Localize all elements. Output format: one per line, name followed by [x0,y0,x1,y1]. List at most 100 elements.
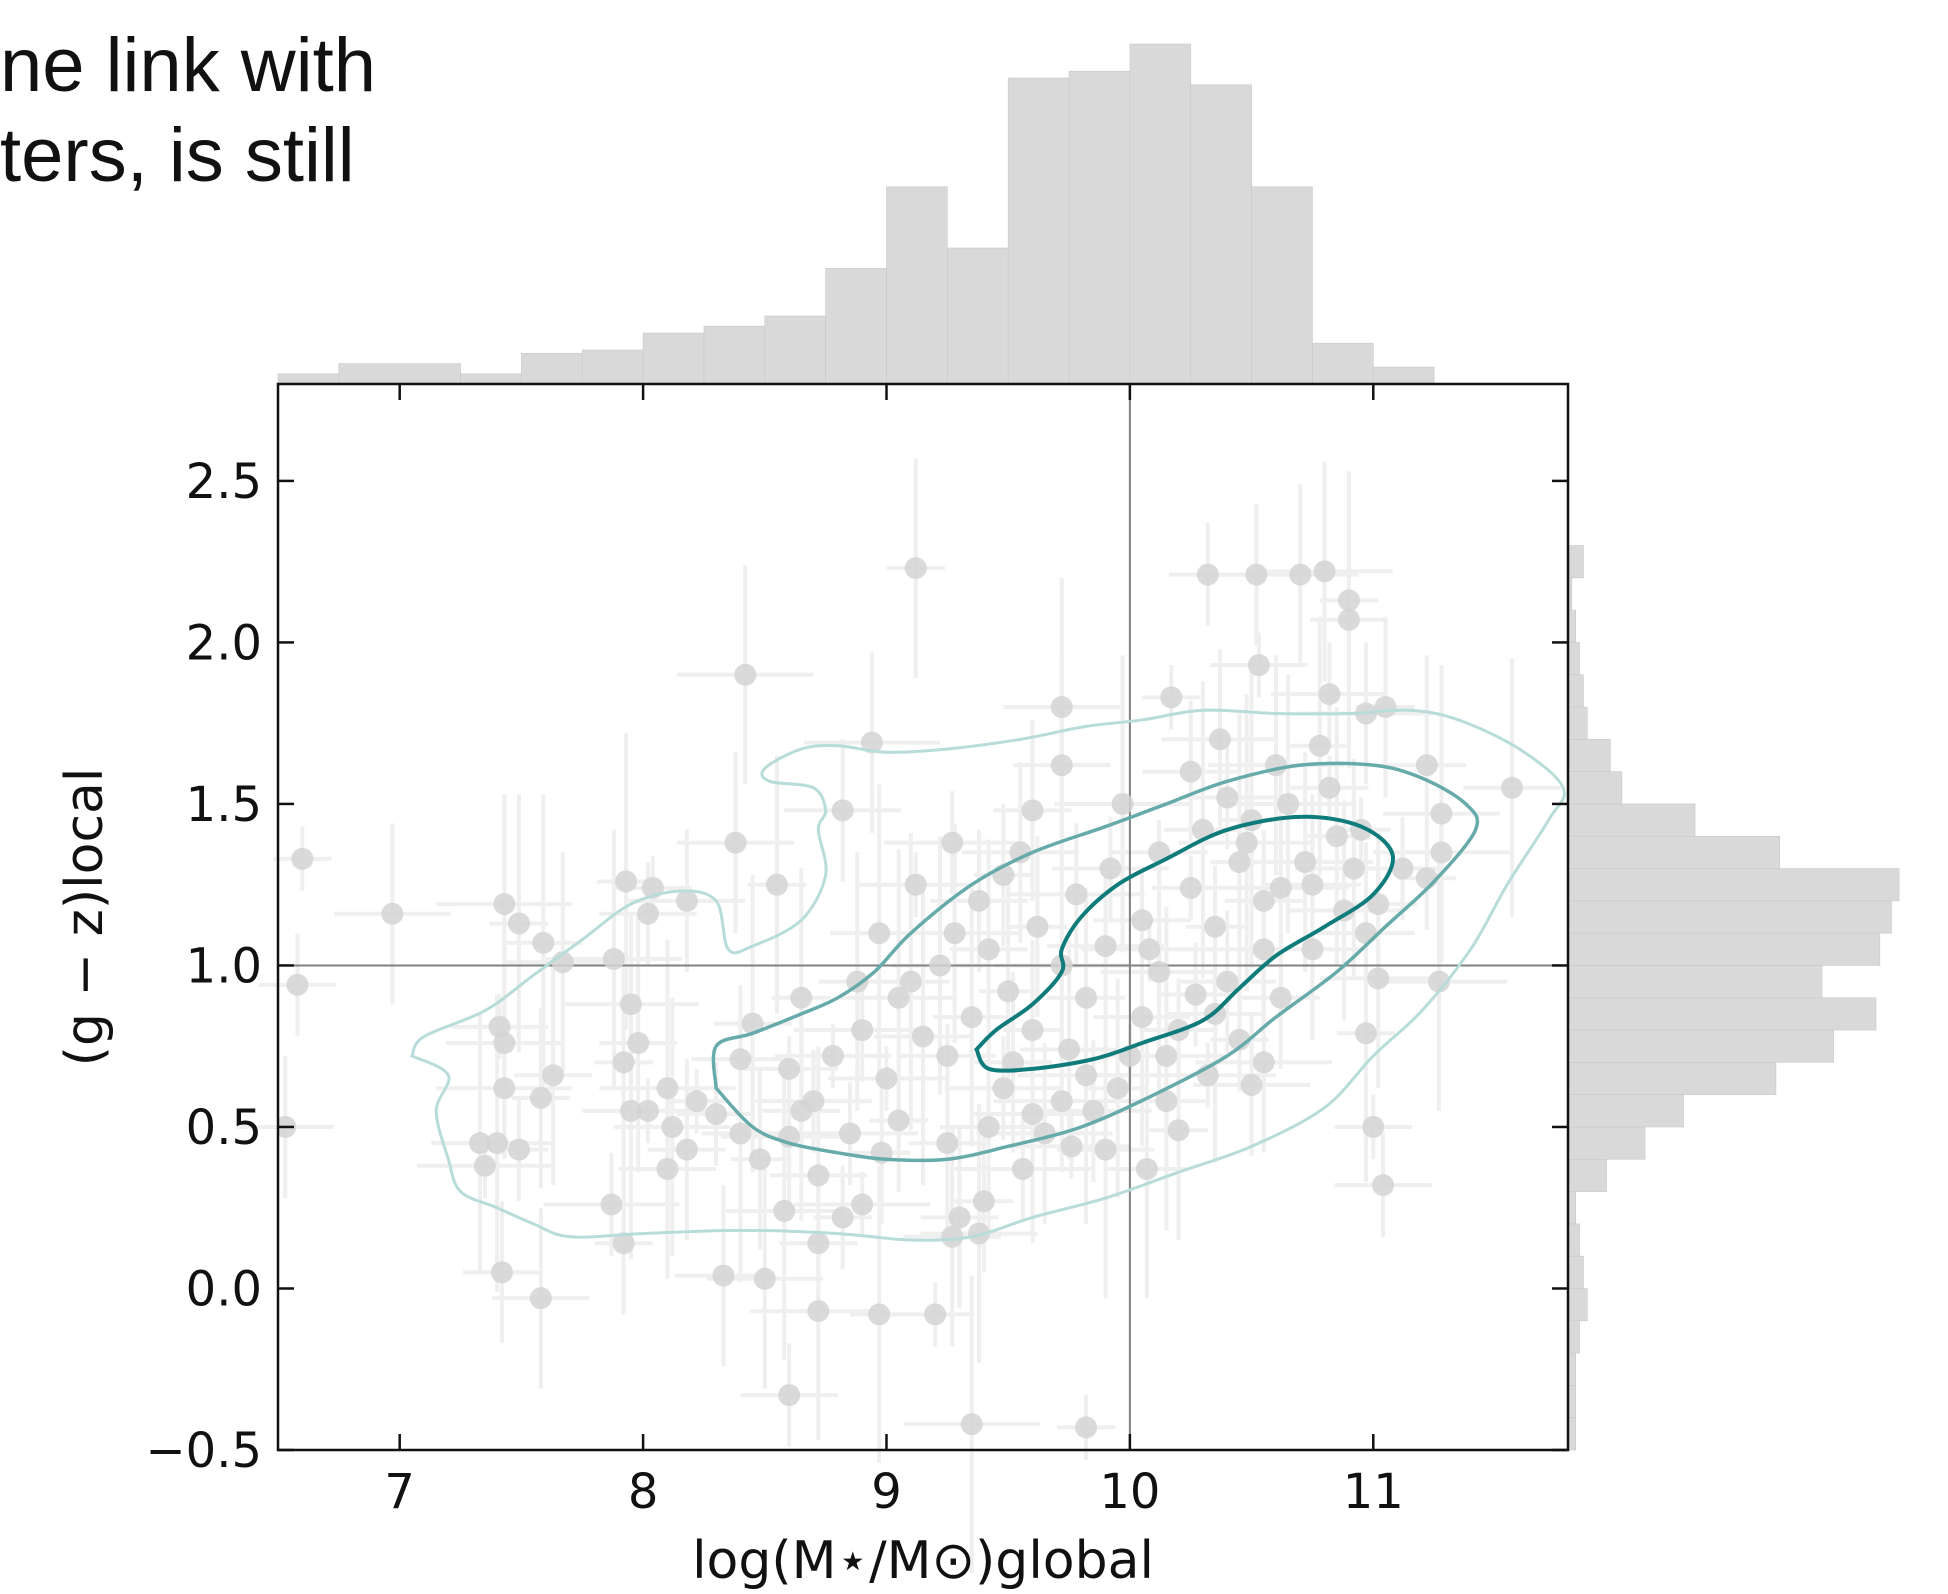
data-point [807,1164,830,1187]
x-tick-label: 8 [628,1464,659,1520]
data-point [1011,1157,1034,1180]
data-point [1075,1064,1098,1087]
data-point [997,980,1020,1003]
y-hist-bar [1567,706,1588,740]
data-point [473,1154,496,1177]
data-point [929,954,952,977]
data-point [1155,1090,1178,1113]
data-point [1148,960,1171,983]
data-point [1354,1022,1377,1045]
data-point [507,1138,530,1161]
data-point [507,912,530,935]
data-point [1252,889,1275,912]
data-point [765,873,788,896]
data-point [851,1193,874,1216]
data-point [887,1109,910,1132]
y-hist-bar [1567,739,1611,772]
x-hist-bar [521,353,583,385]
data-point [773,1199,796,1222]
data-point [1325,825,1348,848]
data-point [542,1064,565,1087]
data-point [529,1287,552,1310]
data-point [602,947,625,970]
y-tick-label: 1.5 [186,777,262,833]
data-point [729,1122,752,1145]
data-point [712,1264,735,1287]
data-point [286,973,309,996]
data-point [619,1099,642,1122]
y-tick-label: 0.0 [186,1261,262,1317]
data-point [1131,1006,1154,1029]
data-point [729,1048,752,1071]
data-point [636,902,659,925]
x-hist-bar [764,315,826,385]
data-point [1167,1119,1190,1142]
data-point [1002,1051,1025,1074]
y-hist-bar [1567,1158,1607,1192]
data-point [899,970,922,993]
data-point [529,1086,552,1109]
data-point [1240,1073,1263,1096]
data-point [486,1132,509,1155]
data-point [1430,802,1453,825]
x-tick-label: 7 [384,1464,415,1520]
data-point [1050,696,1073,719]
data-point [705,1103,728,1126]
contour-inner [974,814,1395,1073]
x-hist-bar [338,363,461,385]
x-hist-bar [1007,77,1070,385]
data-point [904,557,927,580]
data-point [807,1300,830,1323]
x-hist-bar [460,373,522,385]
x-hist-bar [277,373,340,385]
y-tick-label: 2.0 [186,615,262,671]
y-hist-bar [1567,1126,1646,1160]
error-bars [236,458,1561,1573]
x-hist-bar [703,325,766,385]
data-point [1082,1099,1105,1122]
data-point [1269,876,1292,899]
data-point [1301,873,1324,896]
data-point [1367,967,1390,990]
y-histogram [1567,545,1900,1451]
y-hist-bar [1567,1288,1588,1322]
data-point [960,1413,983,1436]
y-hist-bar [1567,932,1881,966]
data-point [1208,728,1231,751]
data-point [1106,1077,1129,1100]
data-point [851,1019,874,1042]
y-hist-bar [1567,1029,1834,1063]
data-point [1252,938,1275,961]
data-point [748,1148,771,1171]
page-text-line-2: ters, is still [0,113,355,198]
data-point [1021,799,1044,822]
data-point [1428,970,1450,993]
data-point [612,1232,635,1255]
data-point [381,902,404,925]
data-point [615,870,638,893]
data-point [1264,754,1287,777]
data-point [790,986,813,1009]
data-point [1289,563,1312,586]
y-tick-label: −0.5 [145,1423,262,1479]
x-hist-bar [886,186,948,385]
data-point [1009,841,1032,864]
data-point [868,922,891,945]
data-point [741,1012,764,1035]
page-text-line-1: ne link with [0,23,376,108]
data-point [1247,654,1270,677]
data-point [943,922,966,945]
x-histogram [277,43,1435,385]
data-point [1308,734,1331,757]
data-point [1111,792,1134,815]
data-point [1337,589,1360,612]
data-point [656,1157,679,1180]
data-point [636,1099,659,1122]
data-point [1131,909,1154,932]
axis-ticks: 7 8 9 10 11 −0.5 0.0 0.5 1.0 1.5 2.0 2.5 [145,384,1568,1520]
y-hist-bar [1567,997,1877,1031]
data-point [838,1122,861,1145]
data-point [1216,970,1239,993]
data-point [790,1099,813,1122]
x-hist-bar [581,349,644,385]
